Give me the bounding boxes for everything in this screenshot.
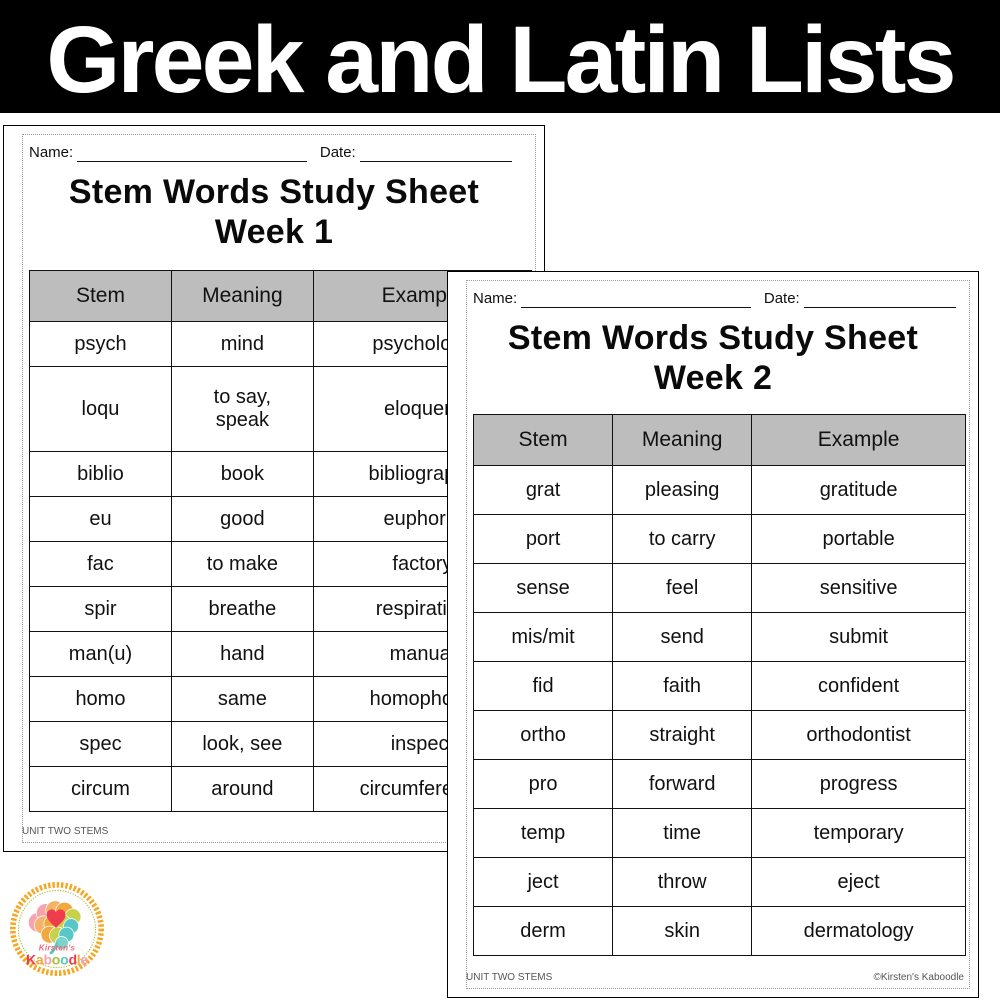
svg-text:Kaboodle: Kaboodle <box>26 951 88 967</box>
